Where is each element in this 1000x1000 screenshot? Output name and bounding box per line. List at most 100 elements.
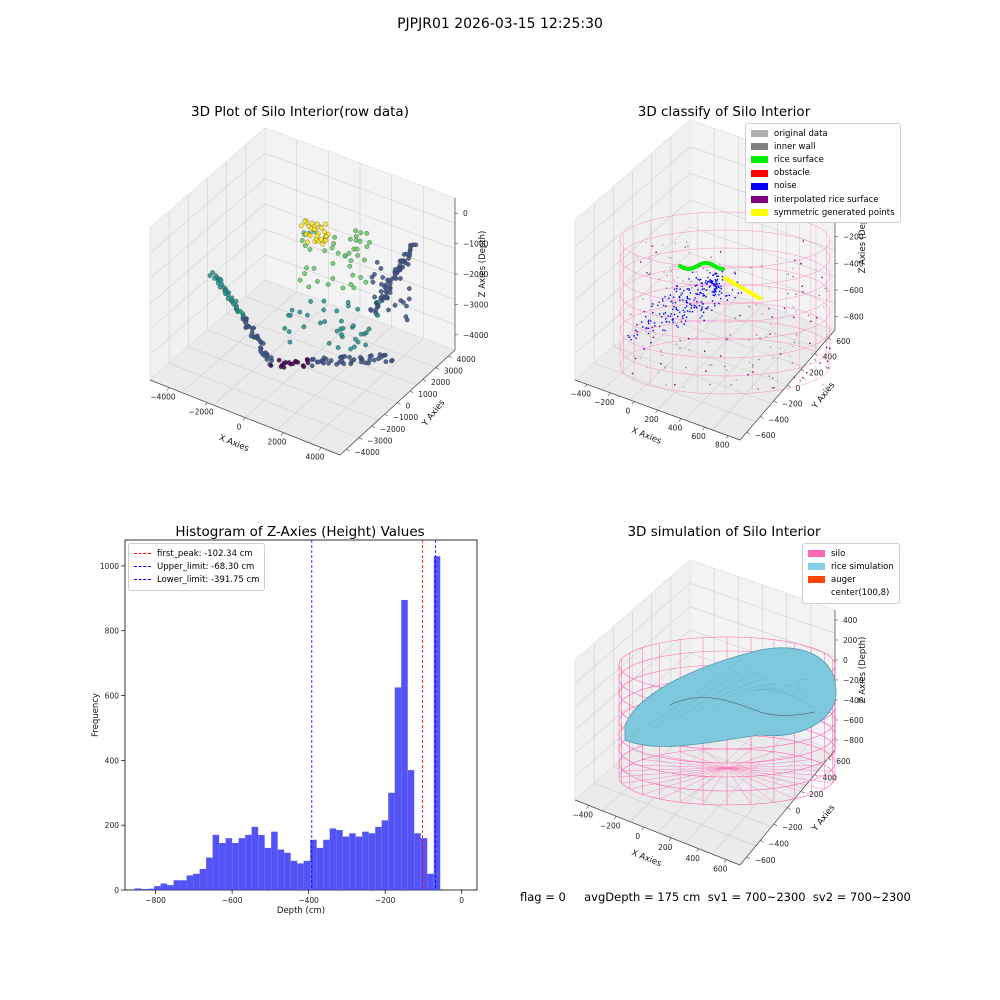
silo-floor-spoke bbox=[702, 767, 728, 805]
classified-point bbox=[679, 288, 681, 290]
classified-point bbox=[704, 350, 706, 352]
data-point bbox=[378, 289, 384, 294]
symmetric-point bbox=[755, 294, 760, 299]
data-point bbox=[349, 324, 355, 330]
classified-point bbox=[645, 315, 647, 318]
data-point bbox=[358, 356, 364, 362]
data-point bbox=[338, 326, 344, 332]
grid-line bbox=[712, 321, 812, 431]
grid-line bbox=[602, 708, 715, 812]
histogram-bar bbox=[251, 826, 259, 890]
classified-point bbox=[712, 282, 715, 285]
grid-line bbox=[689, 653, 836, 704]
data-point bbox=[378, 295, 384, 301]
y-tick-label: 0 bbox=[796, 384, 801, 393]
classified-point bbox=[683, 386, 685, 388]
data-point bbox=[410, 242, 416, 248]
data-point bbox=[325, 282, 331, 287]
grid-line bbox=[602, 288, 715, 391]
data-point bbox=[407, 253, 412, 259]
data-point bbox=[322, 248, 328, 254]
symmetric-point bbox=[725, 277, 730, 282]
classified-point bbox=[760, 265, 763, 267]
silo-floor-spoke bbox=[726, 767, 825, 790]
grid-line bbox=[629, 296, 739, 401]
data-point bbox=[383, 359, 389, 365]
silo-floor-spoke bbox=[618, 767, 728, 778]
histogram-bar bbox=[427, 873, 434, 890]
classified-point bbox=[672, 321, 674, 323]
silo-floor-spoke bbox=[702, 749, 728, 769]
grid-line bbox=[689, 606, 836, 657]
rice-surface-point bbox=[683, 266, 688, 271]
classified-point bbox=[714, 290, 716, 292]
rice-surface-point bbox=[687, 266, 692, 271]
classified-point bbox=[679, 340, 682, 342]
silo-floor-spoke bbox=[680, 751, 728, 769]
silo-wire-ring bbox=[619, 337, 831, 395]
y-tick-label: 200 bbox=[809, 790, 824, 799]
classified-point bbox=[713, 283, 715, 286]
classified-point bbox=[769, 346, 772, 348]
y-tick-label: 1000 bbox=[418, 390, 437, 399]
data-point bbox=[306, 284, 312, 290]
classified-point bbox=[659, 313, 661, 315]
legend-label: symmetric generated points bbox=[774, 207, 895, 218]
legend-item: center(100,8) bbox=[808, 587, 894, 600]
classified-point bbox=[752, 292, 754, 294]
legend-label: center(100,8) bbox=[831, 588, 890, 599]
classified-point bbox=[720, 285, 722, 288]
legend-item: silo bbox=[808, 547, 894, 560]
rice-surface-point bbox=[714, 264, 719, 269]
data-point bbox=[305, 312, 310, 318]
classified-point bbox=[824, 287, 827, 290]
data-point bbox=[321, 307, 327, 313]
classified-point bbox=[665, 320, 668, 323]
symmetric-point bbox=[742, 287, 747, 292]
classified-point bbox=[773, 387, 775, 389]
data-point bbox=[368, 307, 373, 312]
grid-line bbox=[574, 629, 691, 731]
classified-point bbox=[671, 301, 674, 303]
data-point bbox=[243, 318, 249, 324]
silo-floor-spoke bbox=[642, 767, 728, 795]
data-point bbox=[318, 236, 324, 242]
data-point bbox=[265, 352, 270, 358]
grid-line bbox=[632, 749, 788, 808]
data-point bbox=[319, 358, 325, 363]
grid-line bbox=[149, 178, 266, 279]
data-point bbox=[243, 320, 248, 325]
rice-surface-point bbox=[685, 266, 690, 271]
data-point bbox=[339, 318, 344, 324]
classified-point bbox=[714, 284, 716, 286]
legend-item: symmetric generated points bbox=[751, 206, 895, 219]
data-point bbox=[326, 340, 332, 346]
classified-point bbox=[809, 342, 811, 344]
data-point bbox=[353, 237, 359, 243]
classified-point bbox=[806, 372, 808, 374]
data-point bbox=[302, 271, 307, 276]
data-point bbox=[367, 357, 373, 363]
rice-surface-point bbox=[706, 261, 711, 266]
classified-point bbox=[658, 278, 660, 280]
classified-point bbox=[646, 272, 648, 274]
rice-surface-point bbox=[702, 261, 707, 266]
classified-point bbox=[682, 309, 684, 312]
data-point bbox=[407, 248, 413, 254]
classified-point bbox=[696, 293, 698, 295]
y-tick bbox=[773, 400, 778, 403]
y-tick-label: −200 bbox=[782, 400, 803, 409]
data-point bbox=[328, 358, 334, 363]
classified-point bbox=[792, 267, 794, 270]
surface-mesh-line bbox=[671, 671, 759, 724]
z-tick-label: 0 bbox=[843, 656, 848, 665]
classified-point bbox=[687, 298, 689, 300]
classified-point bbox=[686, 301, 689, 304]
data-point bbox=[400, 264, 406, 270]
classified-point bbox=[814, 359, 816, 361]
legend-item: rice simulation bbox=[808, 560, 894, 573]
data-point bbox=[234, 305, 239, 311]
classified-point bbox=[664, 329, 666, 332]
data-point bbox=[322, 319, 328, 324]
silo-floor-spoke bbox=[629, 764, 728, 769]
